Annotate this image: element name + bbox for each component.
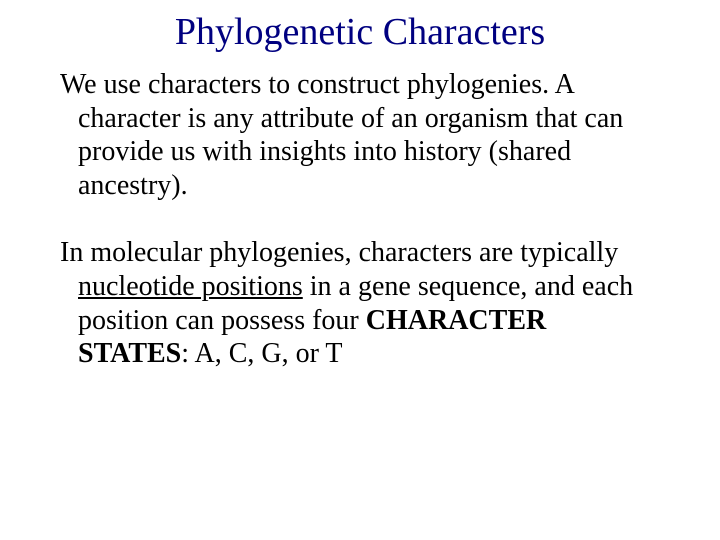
paragraph-2: In molecular phylogenies, characters are… (60, 236, 660, 370)
para2-prefix: In molecular phylogenies, characters are… (60, 237, 618, 268)
slide-title: Phylogenetic Characters (60, 10, 660, 54)
paragraph-1: We use characters to construct phylogeni… (60, 68, 660, 202)
para2-suffix: : A, C, G, or T (181, 338, 342, 369)
para2-underlined: nucleotide positions (78, 271, 303, 302)
